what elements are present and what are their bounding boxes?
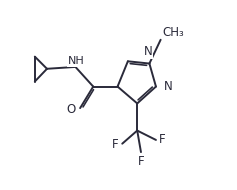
Text: N: N (144, 45, 153, 58)
Text: O: O (67, 103, 76, 116)
Text: NH: NH (68, 56, 85, 66)
Text: N: N (164, 80, 173, 93)
Text: F: F (159, 133, 166, 146)
Text: F: F (112, 138, 119, 151)
Text: CH₃: CH₃ (163, 26, 184, 39)
Text: F: F (138, 155, 145, 168)
